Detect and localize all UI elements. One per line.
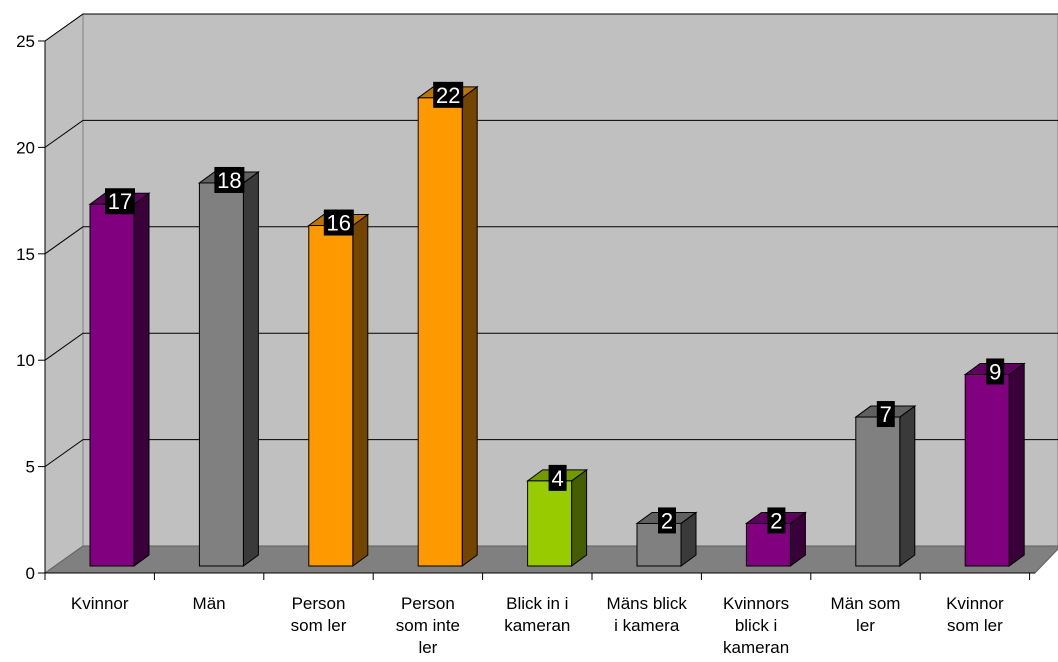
gridline [44,439,1058,468]
x-tick-label-line: Män som [831,594,901,613]
data-label-text: 22 [436,83,460,108]
x-tick-label: Kvinnor som ler [946,594,1004,635]
y-tick-label: 15 [16,245,35,264]
data-label-text: 17 [108,189,132,214]
data-label-box [658,507,676,534]
data-label-box [105,188,135,215]
data-label-box [548,464,567,491]
x-tick-label-line: Mäns blick [607,594,688,613]
bar-front [308,225,354,567]
data-label: 2 [767,507,786,534]
x-tick-label: Mäns blick i kamera [607,594,688,635]
x-tick-label-line: som ler [947,616,1003,635]
gridline [44,226,1058,255]
data-label-text: 4 [551,466,563,491]
data-label: 17 [105,188,135,215]
bar [197,170,260,567]
data-label-box [986,358,1005,385]
x-tick-label-line: som inte [396,616,460,635]
data-label: 4 [548,464,567,491]
x-tick-label-line: Blick in i [506,594,568,613]
x-tick-label: Kvinnor [71,594,129,613]
x-tick-label-line: kameran [504,616,570,635]
x-tick-label: Män som ler [831,594,901,635]
bar-front [417,97,463,567]
data-label: 2 [658,507,676,534]
bar-side [1008,362,1025,567]
data-label-box [214,166,245,193]
data-label-text: 7 [880,402,892,427]
data-label-text: 16 [327,211,351,236]
bar-front [198,182,244,567]
data-label-text: 18 [217,168,241,193]
x-tick-label-line: ler [418,638,437,657]
bar-side [352,213,369,567]
x-tick-label-line: Män [193,594,226,613]
x-tick-label-line: kameran [723,638,789,657]
bar [854,405,917,567]
data-label-box [433,81,464,108]
x-tick-label-line: Kvinnor [71,594,129,613]
bar-front [527,480,573,567]
data-label-box [876,401,895,428]
x-tick-label: Kvinnors blick i kameran [723,594,789,657]
x-tick-label-line: blick i [735,616,778,635]
data-label-box [767,507,786,534]
data-label: 16 [323,209,354,236]
bar-front [89,203,135,567]
bar [963,362,1026,567]
x-tick-label: Blick in i kameran [504,594,570,635]
gridline [44,13,1058,42]
bar-front [855,416,901,567]
y-tick-label: 10 [16,351,35,370]
y-tick-label: 25 [16,32,35,51]
x-tick-label: Män [193,594,226,613]
side-wall [44,13,84,574]
data-label-text: 9 [989,359,1001,384]
y-tick-label: 5 [26,458,35,477]
gridline [44,119,1058,148]
bar-front [964,373,1010,567]
data-label-text: 2 [661,508,673,533]
x-tick-label-line: Kvinnors [723,594,789,613]
bar [416,85,479,567]
x-tick-label: Person som ler [291,594,347,635]
bar [88,192,151,567]
x-tick-label-line: Person [401,594,455,613]
x-tick-label-line: Kvinnor [946,594,1004,613]
y-tick-label: 20 [16,138,35,157]
bar-side [461,85,478,567]
x-tick-label-line: i kamera [614,616,680,635]
bar-side [242,170,259,567]
bar-side [899,405,916,567]
bar [307,213,370,567]
gridline [44,332,1058,361]
data-label-box [323,209,354,236]
data-label: 22 [433,81,464,108]
x-tick-label: Person som inte ler [396,594,460,657]
x-tick-label-line: Person [292,594,346,613]
bar-side [571,468,588,567]
x-tick-label-line: som ler [291,616,347,635]
data-label: 7 [876,401,895,428]
data-label: 18 [214,166,245,193]
data-label-text: 2 [770,508,782,533]
y-tick-label: 0 [26,564,35,583]
bar-side [133,192,150,567]
data-label: 9 [986,358,1005,385]
x-tick-label-line: ler [856,616,875,635]
